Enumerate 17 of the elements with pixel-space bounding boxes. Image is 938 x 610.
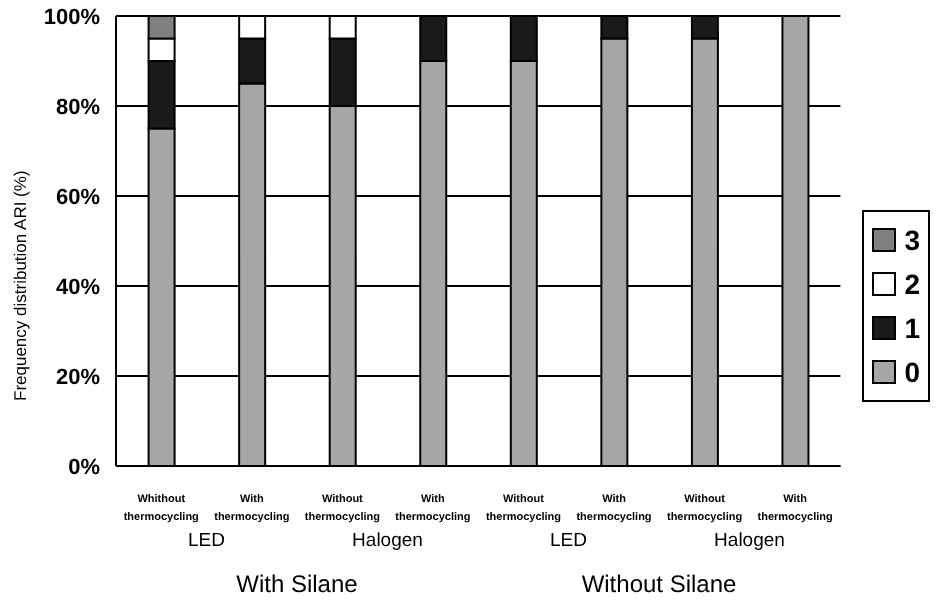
legend-label: 2 <box>904 265 920 303</box>
y-axis-title: Frequency distribution ARI (%) <box>10 170 31 401</box>
y-tick-label: 40% <box>55 275 101 300</box>
legend-label: 3 <box>904 221 920 259</box>
y-tick-label: 20% <box>55 365 101 390</box>
text: Halogen <box>350 530 425 552</box>
y-tick-label: 0% <box>68 455 101 480</box>
text: Without Silane <box>579 570 739 598</box>
y-tick-label: 100% <box>43 5 101 30</box>
legend-label: 0 <box>904 353 920 391</box>
y-tick-label: 80% <box>55 95 101 120</box>
text: Halogen <box>712 530 787 552</box>
text: With Silane <box>234 570 360 598</box>
y-tick-label: 60% <box>55 185 101 210</box>
text: LED <box>186 530 227 552</box>
legend-label: 1 <box>904 309 920 347</box>
text: LED <box>548 530 589 552</box>
